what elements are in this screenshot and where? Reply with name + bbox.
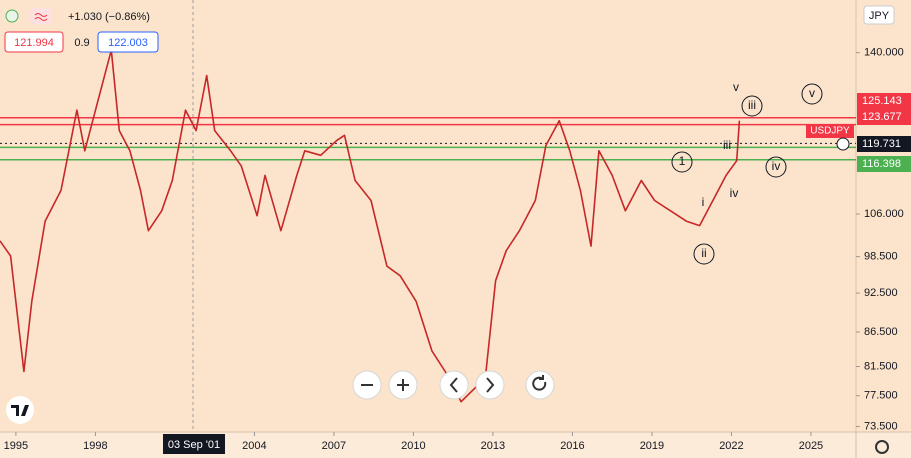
price-label: 123.677 [862,111,902,123]
x-tick-label: 2016 [560,440,584,452]
crosshair-date-box [163,434,225,454]
compare-glyph [34,13,48,21]
price-label-box [857,136,911,152]
spread: 0.9 [74,37,89,49]
price-label-box [857,156,911,172]
wave-circle [741,95,763,117]
settings[interactable] [875,440,889,454]
status-icon [5,9,19,23]
scroll-left[interactable] [439,370,469,400]
x-tick-label: 2010 [401,440,425,452]
tv-logo [6,396,34,424]
reset-icon [532,375,547,391]
x-tick-label: 1995 [4,440,28,452]
wave-label: 1 [679,154,686,168]
x-tick-label: 2013 [481,440,505,452]
y-tick-label: 92.500 [864,287,898,299]
left-icon [449,377,458,393]
plus-icon [397,379,409,391]
y-tick-label: 140.000 [864,47,904,59]
currency: JPY [869,10,890,22]
wave-label: i [702,195,705,209]
y-tick-label: 86.500 [864,326,898,338]
price-label-box [857,93,911,109]
right-icon [486,377,495,393]
wave-label: iii [723,138,731,152]
reset[interactable] [525,370,555,400]
compare-icon [30,8,52,24]
x-tick-label: 2004 [242,440,266,452]
price-line [0,49,741,403]
y-tick-label: 73.500 [864,420,898,432]
price-label: 119.731 [862,138,901,150]
logo-bg [6,396,34,424]
wave-circle [693,243,715,265]
scroll-right[interactable] [475,370,505,400]
wave-label: v [733,80,739,94]
y-tick-label: 77.500 [864,390,898,402]
x-tick-label: 1998 [83,440,107,452]
bid: 121.994 [14,37,54,49]
time-axis-bg [0,432,911,458]
wave-label: iv [730,186,739,200]
wave-label: iv [772,159,781,173]
wave-label: v [809,86,815,100]
change: +1.030 (−0.86%) [68,11,150,23]
price-label: 125.143 [862,95,902,107]
wave-label: iii [748,98,756,112]
wave-circle [801,83,823,105]
y-tick-label: 98.500 [864,251,898,263]
x-tick-label: 2019 [640,440,664,452]
x-tick-label: 2007 [322,440,346,452]
crosshair-date: 03 Sep '01 [168,439,220,451]
y-tick-label: 106.000 [864,208,904,220]
price-label: 116.398 [862,158,901,170]
logo-mark [11,405,29,416]
gear-icon [875,440,889,454]
price-label-box [857,109,911,125]
add-alert [836,137,850,151]
wave-circle [765,156,787,178]
wave-label: ii [701,246,706,260]
nav-buttons [352,370,555,400]
ask: 122.003 [108,37,148,49]
symbol-label-box [806,124,854,138]
x-tick-label: 2022 [719,440,743,452]
wave-circle [671,151,693,173]
x-tick-label: 2025 [799,440,823,452]
bid-box[interactable] [4,31,64,53]
symbol-label: USDJPY [810,126,850,137]
currency-box[interactable] [863,5,895,25]
legend-bar: +1.030 (−0.86%) 121.994 0.9 122.003 [4,8,159,53]
y-tick-label: 81.500 [864,360,898,372]
ask-box[interactable] [97,31,159,53]
